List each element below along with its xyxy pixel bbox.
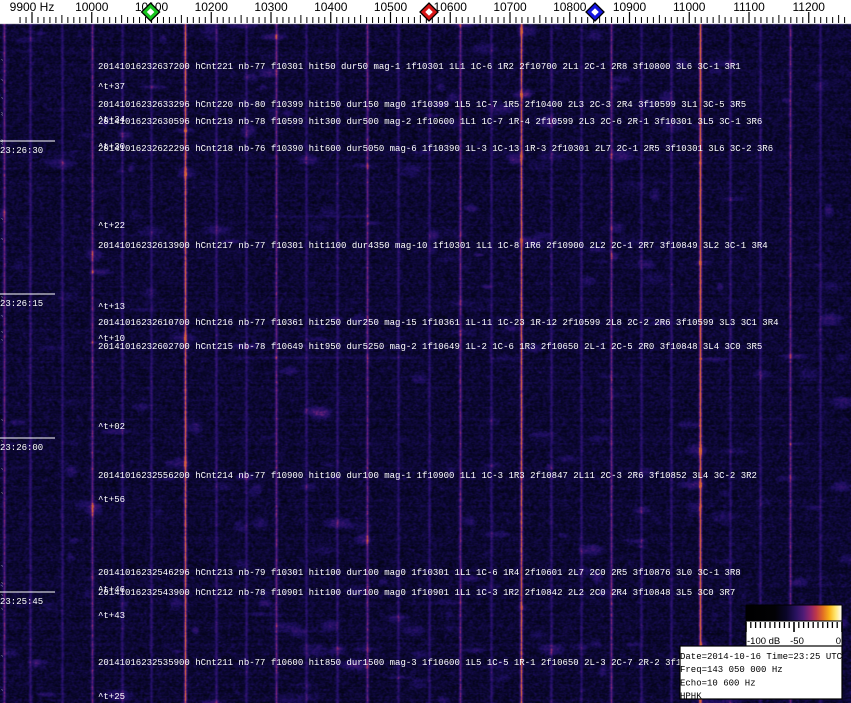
svg-text:`: ` bbox=[1, 566, 3, 573]
svg-text:20141016232613900 hCnt217 nb-7: 20141016232613900 hCnt217 nb-77 f10301 h… bbox=[98, 241, 768, 251]
svg-text:`: ` bbox=[1, 340, 3, 347]
svg-text:`: ` bbox=[1, 219, 3, 226]
svg-text:`: ` bbox=[1, 98, 3, 105]
svg-text:23:26:00: 23:26:00 bbox=[0, 443, 43, 453]
svg-text:20141016232637200 hCnt221 nb-7: 20141016232637200 hCnt221 nb-77 f10301 h… bbox=[98, 62, 741, 72]
svg-text:10900: 10900 bbox=[613, 0, 647, 14]
svg-text:Freq=143 050 000 Hz: Freq=143 050 000 Hz bbox=[680, 665, 783, 675]
svg-text:10500: 10500 bbox=[374, 0, 408, 14]
svg-text:`: ` bbox=[1, 239, 3, 246]
svg-text:20141016232556200 hCnt214 nb-7: 20141016232556200 hCnt214 nb-77 f10900 h… bbox=[98, 471, 757, 481]
svg-text:`: ` bbox=[1, 332, 3, 339]
svg-text:10800: 10800 bbox=[553, 0, 587, 14]
svg-text:`: ` bbox=[1, 420, 3, 427]
svg-text:20141016232622296 hCnt218 nb-7: 20141016232622296 hCnt218 nb-76 f10390 h… bbox=[98, 144, 773, 154]
svg-text:10400: 10400 bbox=[314, 0, 348, 14]
svg-text:20141016232633296 hCnt220 nb-8: 20141016232633296 hCnt220 nb-80 f10399 h… bbox=[98, 100, 746, 110]
svg-text:^t+22: ^t+22 bbox=[98, 221, 125, 231]
svg-text:-50: -50 bbox=[790, 636, 804, 647]
svg-text:Date=2014-10-16 Time=23:25 UTC: Date=2014-10-16 Time=23:25 UTC bbox=[680, 652, 843, 662]
svg-text:20141016232546296 hCnt213 nb-7: 20141016232546296 hCnt213 nb-79 f10301 h… bbox=[98, 568, 741, 578]
svg-text:Echo=10 600 Hz: Echo=10 600 Hz bbox=[680, 678, 756, 688]
svg-text:^t+02: ^t+02 bbox=[98, 422, 125, 432]
svg-text:`: ` bbox=[1, 609, 3, 616]
svg-text:`: ` bbox=[1, 690, 3, 697]
svg-text:`: ` bbox=[1, 656, 3, 663]
svg-text:9900 Hz: 9900 Hz bbox=[10, 0, 55, 14]
svg-text:`: ` bbox=[1, 80, 3, 87]
svg-text:23:26:30: 23:26:30 bbox=[0, 146, 43, 156]
svg-text:10000: 10000 bbox=[75, 0, 109, 14]
svg-text:20141016232535900 hCnt211 nb-7: 20141016232535900 hCnt211 nb-77 f10600 h… bbox=[98, 658, 725, 668]
svg-text:23:26:15: 23:26:15 bbox=[0, 299, 43, 309]
svg-text:-100 dB: -100 dB bbox=[747, 636, 780, 647]
svg-text:10300: 10300 bbox=[254, 0, 288, 14]
svg-text:11000: 11000 bbox=[673, 0, 706, 14]
svg-text:11100: 11100 bbox=[733, 0, 765, 14]
svg-text:11200: 11200 bbox=[793, 0, 826, 14]
svg-text:^t+25: ^t+25 bbox=[98, 692, 125, 702]
svg-text:20141016232602700 hCnt215 nb-7: 20141016232602700 hCnt215 nb-78 f10649 h… bbox=[98, 342, 762, 352]
svg-text:`: ` bbox=[1, 115, 3, 122]
svg-text:10700: 10700 bbox=[493, 0, 527, 14]
svg-text:^t+13: ^t+13 bbox=[98, 302, 125, 312]
svg-text:20141016232543900 hCnt212 nb-7: 20141016232543900 hCnt212 nb-78 f10901 h… bbox=[98, 588, 735, 598]
svg-text:`: ` bbox=[1, 60, 3, 67]
svg-text:`: ` bbox=[1, 493, 3, 500]
svg-text:`: ` bbox=[1, 300, 3, 307]
svg-text:23:25:45: 23:25:45 bbox=[0, 597, 43, 607]
svg-text:HPHK: HPHK bbox=[680, 692, 702, 702]
svg-text:^t+56: ^t+56 bbox=[98, 495, 125, 505]
svg-text:20141016232630596 hCnt219 nb-7: 20141016232630596 hCnt219 nb-78 f10599 h… bbox=[98, 117, 762, 127]
svg-text:20141016232610700 hCnt216 nb-7: 20141016232610700 hCnt216 nb-77 f10361 h… bbox=[98, 318, 779, 328]
svg-text:0: 0 bbox=[836, 636, 841, 647]
svg-text:`: ` bbox=[1, 469, 3, 476]
svg-text:`: ` bbox=[1, 316, 3, 323]
svg-text:^t+37: ^t+37 bbox=[98, 82, 125, 92]
svg-text:^t+43: ^t+43 bbox=[98, 611, 125, 621]
svg-text:10200: 10200 bbox=[195, 0, 229, 14]
